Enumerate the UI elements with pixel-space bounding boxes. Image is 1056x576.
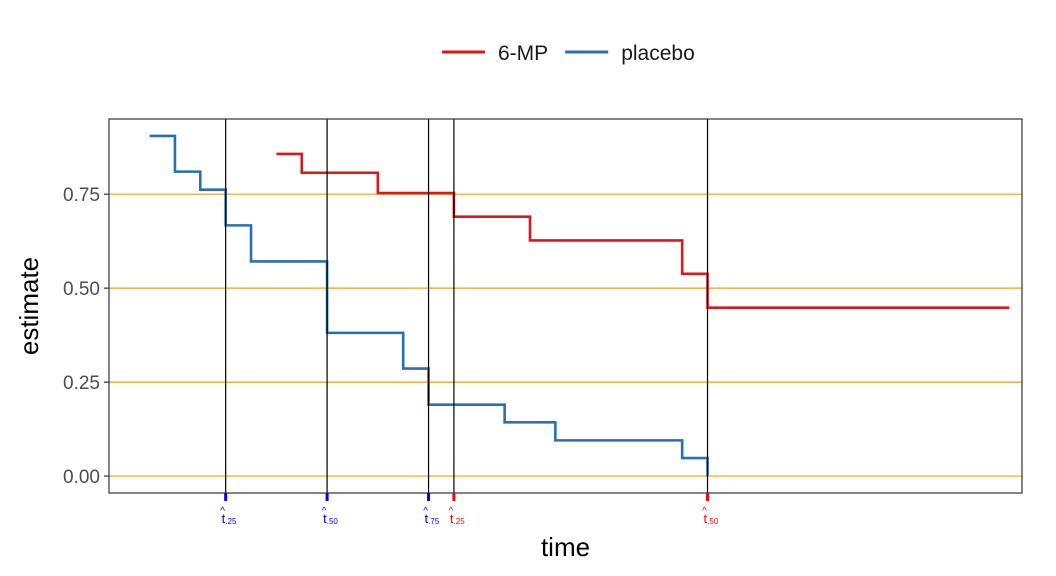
quantile-label: t.75 bbox=[425, 511, 440, 526]
quantile-label: t.25 bbox=[222, 511, 237, 526]
quantile-hat: ^ bbox=[702, 506, 707, 517]
legend-label: placebo bbox=[621, 42, 695, 65]
horizontal-reference-lines bbox=[109, 193, 1022, 477]
quantile-hat: ^ bbox=[449, 506, 454, 517]
series-line-6-mp bbox=[276, 152, 1010, 309]
y-axis-ticks: 0.00 0.25 0.50 0.75 bbox=[63, 185, 109, 488]
quantile-hat: ^ bbox=[322, 506, 327, 517]
series-line-placebo bbox=[149, 134, 709, 477]
legend: 6-MP placebo bbox=[442, 42, 695, 65]
y-axis-title: estimate bbox=[14, 257, 44, 355]
quantile-label: t.25 bbox=[450, 511, 465, 526]
plot-panel-border bbox=[108, 118, 1023, 494]
legend-label: 6-MP bbox=[498, 42, 548, 65]
vertical-reference-lines bbox=[225, 119, 709, 493]
quantile-label: t.50 bbox=[323, 511, 338, 526]
quantile-label: t.50 bbox=[704, 511, 719, 526]
x-axis-title: time bbox=[541, 532, 590, 562]
y-tick-label: 0.25 bbox=[63, 373, 100, 394]
series-lines bbox=[149, 134, 1010, 477]
quantile-hat: ^ bbox=[220, 506, 225, 517]
quantile-markers: ^t.25^t.50^t.75^t.25^t.50 bbox=[220, 493, 719, 526]
y-tick-label: 0.50 bbox=[63, 279, 100, 300]
quantile-hat: ^ bbox=[423, 506, 428, 517]
y-tick-label: 0.75 bbox=[63, 185, 100, 206]
y-tick-label: 0.00 bbox=[63, 467, 100, 488]
